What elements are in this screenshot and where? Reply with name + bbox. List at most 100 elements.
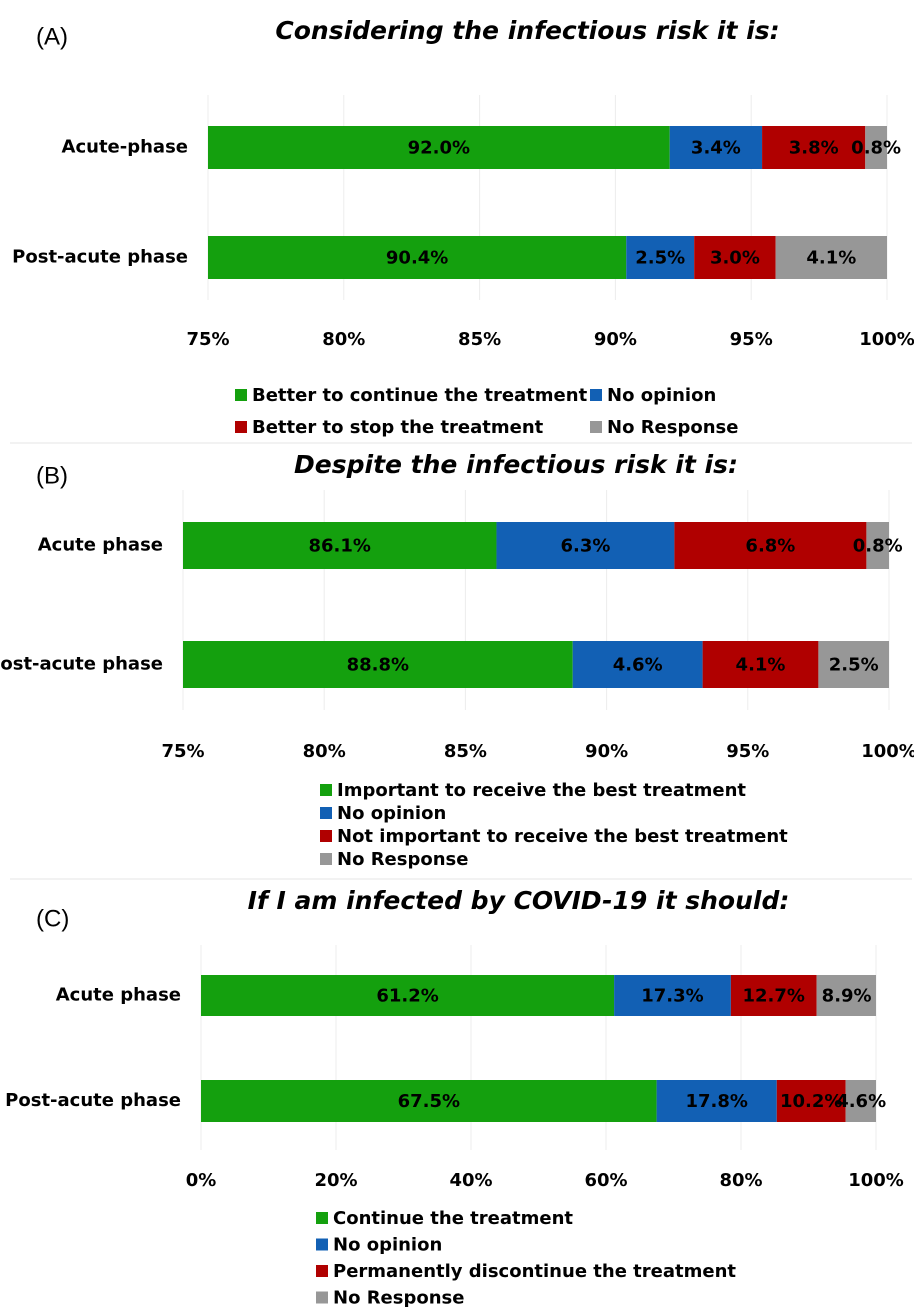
value-label: 0.8% (851, 138, 901, 159)
value-label: 10.2% (780, 1091, 842, 1112)
y-tick-label: Post-acute phase (0, 654, 163, 675)
legend-swatch (320, 784, 332, 796)
bar-segment (694, 236, 776, 279)
y-tick-label: Acute-phase (62, 137, 188, 158)
bar-segment (775, 236, 887, 279)
bar-segment (208, 126, 670, 169)
x-tick-label: 90% (594, 329, 637, 350)
bar-segment (572, 641, 703, 688)
y-tick-label: Acute phase (38, 535, 163, 556)
value-label: 92.0% (408, 138, 470, 159)
bars (183, 522, 889, 688)
x-tick-label: 95% (726, 741, 769, 762)
legend-label: No opinion (337, 803, 446, 824)
bar-segment (762, 126, 866, 169)
x-tick-label: 100% (848, 1170, 904, 1191)
value-label: 3.0% (710, 248, 760, 269)
bar-segment (730, 975, 817, 1016)
value-label: 6.8% (745, 536, 795, 557)
value-label: 88.8% (347, 655, 409, 676)
x-tick-label: 85% (458, 329, 501, 350)
legend-label: No opinion (607, 385, 716, 406)
legend-label: Important to receive the best treatment (337, 780, 746, 801)
x-tick-label: 80% (719, 1170, 762, 1191)
bar-segment (818, 641, 889, 688)
x-tick-label: 0% (186, 1170, 217, 1191)
bar-segment (669, 126, 763, 169)
y-tick-label: Acute phase (56, 985, 181, 1006)
bars (201, 975, 876, 1122)
bar-segment (208, 236, 627, 279)
bar-segment (183, 641, 573, 688)
bar-segment (201, 975, 615, 1016)
legend-label: Better to continue the treatment (252, 385, 588, 406)
x-tick-label: 100% (861, 741, 914, 762)
legend-swatch (590, 421, 602, 433)
x-tick-label: 100% (859, 329, 914, 350)
panel-label: (C) (36, 905, 69, 932)
panel-label: (B) (36, 462, 68, 489)
bar-segment (816, 975, 876, 1016)
x-tick-label: 20% (314, 1170, 357, 1191)
bar-segment (626, 236, 695, 279)
x-tick-label: 80% (303, 741, 346, 762)
x-tick-label: 40% (449, 1170, 492, 1191)
y-tick-label: Post-acute phase (12, 247, 188, 268)
value-label: 4.6% (836, 1091, 886, 1112)
value-label: 3.8% (789, 138, 839, 159)
legend-swatch (235, 421, 247, 433)
x-tick-label: 95% (730, 329, 773, 350)
value-label: 17.3% (641, 986, 703, 1007)
value-label: 4.6% (613, 655, 663, 676)
legend-swatch (316, 1212, 328, 1224)
legend-label: Continue the treatment (333, 1208, 573, 1229)
bar-segment (183, 522, 497, 569)
legend-label: Better to stop the treatment (252, 417, 544, 438)
value-label: 61.2% (376, 986, 438, 1007)
legend-swatch (316, 1291, 328, 1304)
value-label: 6.3% (560, 536, 610, 557)
legend-label: No Response (607, 417, 738, 438)
chart-title: Considering the infectious risk it is: (275, 16, 779, 45)
value-label: 4.1% (806, 248, 856, 269)
x-tick-label: 75% (186, 329, 229, 350)
bar-segment (845, 1080, 876, 1122)
value-label: 0.8% (853, 536, 903, 557)
value-label: 86.1% (309, 536, 371, 557)
legend-swatch (320, 830, 332, 842)
value-label: 12.7% (743, 986, 805, 1007)
bar-segment (702, 641, 819, 688)
value-label: 17.8% (685, 1091, 747, 1112)
value-label: 2.5% (829, 655, 879, 676)
bar-segment (866, 522, 889, 569)
legend-swatch (320, 853, 332, 865)
legend-label: Permanently discontinue the treatment (333, 1261, 736, 1282)
value-label: 90.4% (386, 248, 448, 269)
bar-segment (614, 975, 731, 1016)
bar-segment (656, 1080, 777, 1122)
bar-segment (674, 522, 867, 569)
bar-segment (776, 1080, 846, 1122)
x-tick-label: 80% (322, 329, 365, 350)
legend-label: No opinion (333, 1235, 442, 1256)
legend-swatch (235, 389, 247, 401)
legend-label: No Response (337, 849, 468, 870)
bar-segment (201, 1080, 657, 1122)
bar-segment (865, 126, 887, 169)
legend-swatch (316, 1238, 328, 1251)
value-label: 8.9% (822, 986, 872, 1007)
chart-title: If I am infected by COVID-19 it should: (248, 886, 790, 915)
legend-label: Not important to receive the best treatm… (337, 826, 788, 847)
value-label: 3.4% (691, 138, 741, 159)
x-tick-label: 60% (584, 1170, 627, 1191)
legend-swatch (320, 807, 332, 819)
x-tick-label: 90% (585, 741, 628, 762)
x-tick-label: 85% (444, 741, 487, 762)
legend-swatch (590, 389, 602, 401)
y-tick-label: Post-acute phase (5, 1090, 181, 1111)
value-label: 4.1% (736, 655, 786, 676)
value-label: 67.5% (398, 1091, 460, 1112)
bars (208, 126, 887, 279)
bar-segment (496, 522, 675, 569)
